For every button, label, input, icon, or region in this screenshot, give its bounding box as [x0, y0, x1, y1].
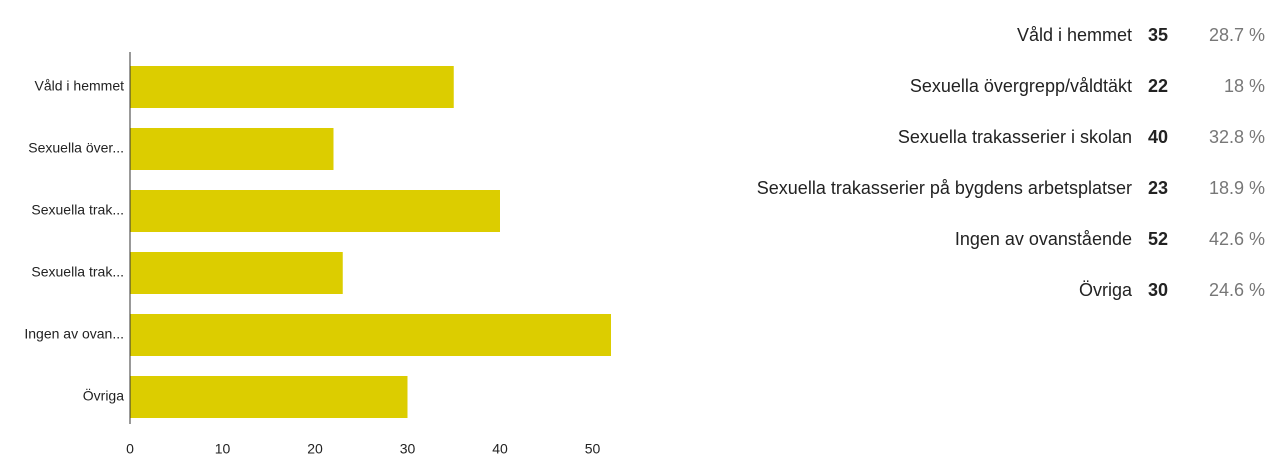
- x-tick-label: 10: [215, 441, 231, 457]
- row-percent: 42.6 %: [1209, 229, 1265, 249]
- row-count: 23: [1148, 178, 1168, 198]
- bar: [130, 314, 611, 356]
- y-tick-label: Sexuella över...: [28, 140, 124, 156]
- y-tick-label: Sexuella trak...: [31, 202, 124, 218]
- row-percent: 18 %: [1224, 76, 1265, 96]
- bar: [130, 252, 343, 294]
- x-tick-label: 40: [492, 441, 508, 457]
- row-percent: 24.6 %: [1209, 280, 1265, 300]
- row-label: Övriga: [1079, 280, 1133, 300]
- row-label: Sexuella trakasserier i skolan: [898, 127, 1132, 147]
- row-count: 35: [1148, 25, 1168, 45]
- y-tick-label: Övriga: [83, 387, 124, 404]
- row-label: Sexuella övergrepp/våldtäkt: [910, 76, 1132, 96]
- y-tick-label: Våld i hemmet: [35, 78, 125, 94]
- row-percent: 32.8 %: [1209, 127, 1265, 147]
- bar: [130, 128, 334, 170]
- y-tick-label: Ingen av ovan...: [24, 326, 124, 342]
- x-tick-label: 0: [126, 441, 134, 457]
- row-count: 22: [1148, 76, 1168, 96]
- row-count: 30: [1148, 280, 1168, 300]
- x-tick-label: 30: [400, 441, 416, 457]
- bar: [130, 376, 408, 418]
- row-count: 52: [1148, 229, 1168, 249]
- row-percent: 18.9 %: [1209, 178, 1265, 198]
- row-percent: 28.7 %: [1209, 25, 1265, 45]
- x-tick-label: 20: [307, 441, 323, 457]
- bar: [130, 190, 500, 232]
- row-label: Ingen av ovanstående: [955, 229, 1132, 249]
- bar: [130, 66, 454, 108]
- x-tick-label: 50: [585, 441, 601, 457]
- row-label: Sexuella trakasserier på bygdens arbetsp…: [757, 178, 1132, 198]
- y-tick-label: Sexuella trak...: [31, 264, 124, 280]
- row-count: 40: [1148, 127, 1168, 147]
- row-label: Våld i hemmet: [1017, 25, 1132, 45]
